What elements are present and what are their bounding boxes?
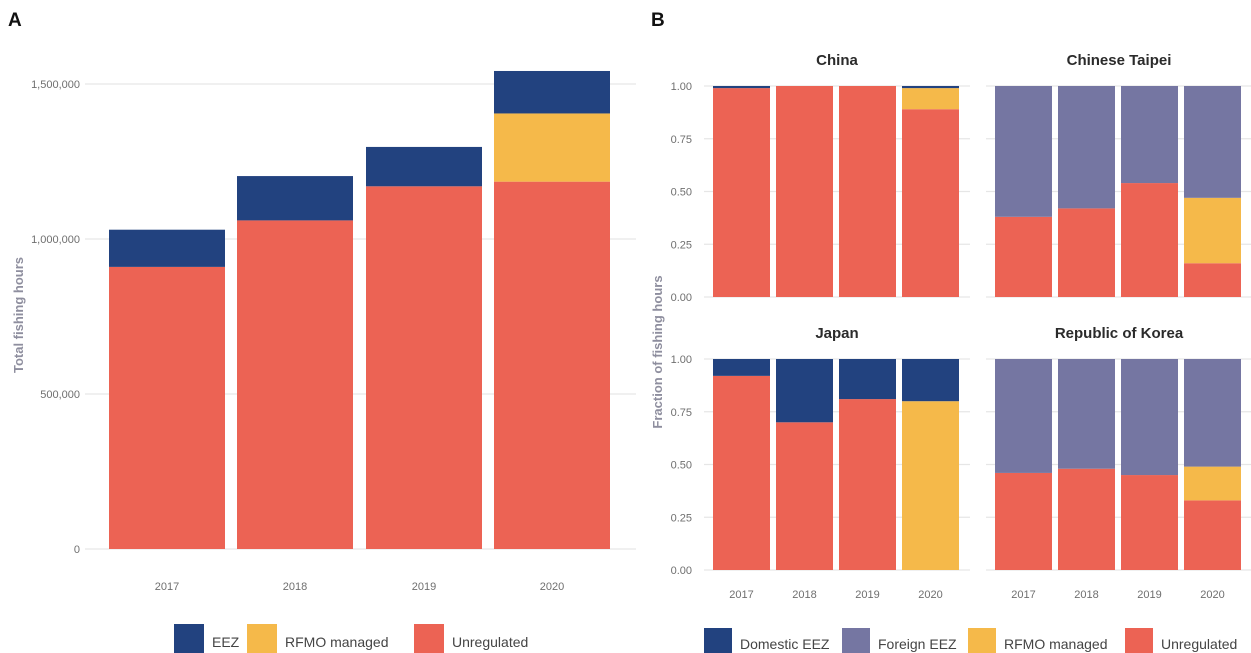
ytick-label-b: 0.25 (671, 239, 692, 251)
legend-swatch-b-unregulated (1125, 628, 1153, 653)
bar-b-chinese-taipei-2019-foreign-eez (1121, 86, 1178, 184)
bar-b-chinese-taipei-2017-foreign-eez (995, 86, 1052, 217)
xtick-label-b-2018: 2018 (1074, 589, 1098, 601)
bar-b-republic-of-korea-2019-unregulated (1121, 475, 1178, 570)
bar-b-chinese-taipei-2020-foreign-eez (1184, 86, 1241, 198)
bar-b-republic-of-korea-2018-unregulated (1058, 468, 1115, 570)
facet-title-chinese-taipei: Chinese Taipei (1067, 52, 1172, 69)
legend-swatch-a-unregulated (414, 624, 444, 653)
bar-b-republic-of-korea-2020-rfmo-managed (1184, 466, 1241, 501)
bar-b-republic-of-korea-2017-unregulated (995, 472, 1052, 570)
bar-a-2020-eez (494, 70, 610, 114)
bar-b-japan-2017-unregulated (713, 375, 770, 570)
bar-b-chinese-taipei-2020-rfmo-managed (1184, 197, 1241, 264)
y-axis-title-a: Total fishing hours (11, 257, 26, 373)
bar-b-china-2017-domestic-eez (713, 86, 770, 89)
bar-a-2019-unregulated (366, 186, 482, 550)
legend-label-b-rfmo-managed: RFMO managed (1004, 636, 1107, 652)
xtick-label-b-2019: 2019 (855, 589, 879, 601)
legend-label-b-unregulated: Unregulated (1161, 636, 1237, 652)
bar-b-republic-of-korea-2017-foreign-eez (995, 359, 1052, 473)
bar-a-2017-eez (109, 229, 225, 267)
xtick-label-b-2019: 2019 (1137, 589, 1161, 601)
ytick-label-b: 0.25 (671, 512, 692, 524)
xtick-label-a-2017: 2017 (155, 581, 179, 593)
xtick-label-b-2020: 2020 (1200, 589, 1224, 601)
panel-label-a: A (8, 10, 22, 31)
legend-label-a-unregulated: Unregulated (452, 634, 528, 650)
bar-b-china-2019-unregulated (839, 86, 896, 297)
bar-a-2019-eez (366, 146, 482, 187)
xtick-label-a-2019: 2019 (412, 581, 436, 593)
legend-label-b-domestic-eez: Domestic EEZ (740, 636, 830, 652)
ytick-label-b: 1.00 (671, 81, 692, 93)
bar-b-japan-2018-domestic-eez (776, 359, 833, 423)
xtick-label-a-2020: 2020 (540, 581, 564, 593)
legend-swatch-a-rfmo-managed (247, 624, 277, 653)
ytick-label-b: 0.00 (671, 292, 692, 304)
bar-a-2018-eez (237, 176, 353, 221)
bar-b-japan-2019-unregulated (839, 399, 896, 570)
bar-b-chinese-taipei-2018-unregulated (1058, 208, 1115, 297)
facet-title-japan: Japan (815, 325, 858, 342)
legend-swatch-b-foreign-eez (842, 628, 870, 653)
legend-label-a-eez: EEZ (212, 634, 240, 650)
bar-b-japan-2019-domestic-eez (839, 359, 896, 400)
panel-label-b: B (651, 10, 665, 31)
legend-swatch-a-eez (174, 624, 204, 653)
xtick-label-b-2017: 2017 (729, 589, 753, 601)
bar-b-japan-2018-unregulated (776, 422, 833, 570)
ytick-label-a: 1,500,000 (31, 79, 80, 91)
ytick-label-b: 0.75 (671, 134, 692, 146)
y-axis-title-b: Fraction of fishing hours (650, 275, 665, 428)
ytick-label-b: 0.00 (671, 565, 692, 577)
bar-b-japan-2017-domestic-eez (713, 359, 770, 376)
bar-a-2017-unregulated (109, 266, 225, 549)
bar-a-2018-unregulated (237, 220, 353, 549)
bar-b-china-2017-unregulated (713, 88, 770, 297)
bar-b-china-2018-unregulated (776, 86, 833, 297)
bar-b-chinese-taipei-2017-unregulated (995, 216, 1052, 297)
facet-title-republic-of-korea: Republic of Korea (1055, 325, 1184, 342)
xtick-label-b-2017: 2017 (1011, 589, 1035, 601)
bar-b-japan-2020-domestic-eez (902, 359, 959, 402)
bar-a-2020-unregulated (494, 181, 610, 549)
ytick-label-a: 0 (74, 544, 80, 556)
legend-swatch-b-rfmo-managed (968, 628, 996, 653)
ytick-label-b: 0.50 (671, 187, 692, 199)
bar-a-2020-rfmo-managed (494, 113, 610, 182)
bar-b-china-2020-domestic-eez (902, 86, 959, 89)
bar-b-republic-of-korea-2020-unregulated (1184, 500, 1241, 570)
bar-b-chinese-taipei-2018-foreign-eez (1058, 86, 1115, 209)
bar-b-china-2020-unregulated (902, 109, 959, 298)
ytick-label-b: 1.00 (671, 354, 692, 366)
bar-b-republic-of-korea-2018-foreign-eez (1058, 359, 1115, 469)
bar-b-chinese-taipei-2019-unregulated (1121, 183, 1178, 297)
xtick-label-a-2018: 2018 (283, 581, 307, 593)
legend-label-b-foreign-eez: Foreign EEZ (878, 636, 957, 652)
ytick-label-b: 0.50 (671, 460, 692, 472)
ytick-label-a: 500,000 (40, 389, 80, 401)
ytick-label-a: 1,000,000 (31, 234, 80, 246)
facet-title-china: China (816, 52, 858, 69)
bar-b-chinese-taipei-2020-unregulated (1184, 263, 1241, 297)
bar-b-republic-of-korea-2019-foreign-eez (1121, 359, 1178, 476)
ytick-label-b: 0.75 (671, 407, 692, 419)
bar-b-china-2020-rfmo-managed (902, 88, 959, 110)
xtick-label-b-2018: 2018 (792, 589, 816, 601)
xtick-label-b-2020: 2020 (918, 589, 942, 601)
legend-label-a-rfmo-managed: RFMO managed (285, 634, 388, 650)
bar-b-republic-of-korea-2020-foreign-eez (1184, 359, 1241, 467)
legend-swatch-b-domestic-eez (704, 628, 732, 653)
bar-b-japan-2020-rfmo-managed (902, 401, 959, 570)
